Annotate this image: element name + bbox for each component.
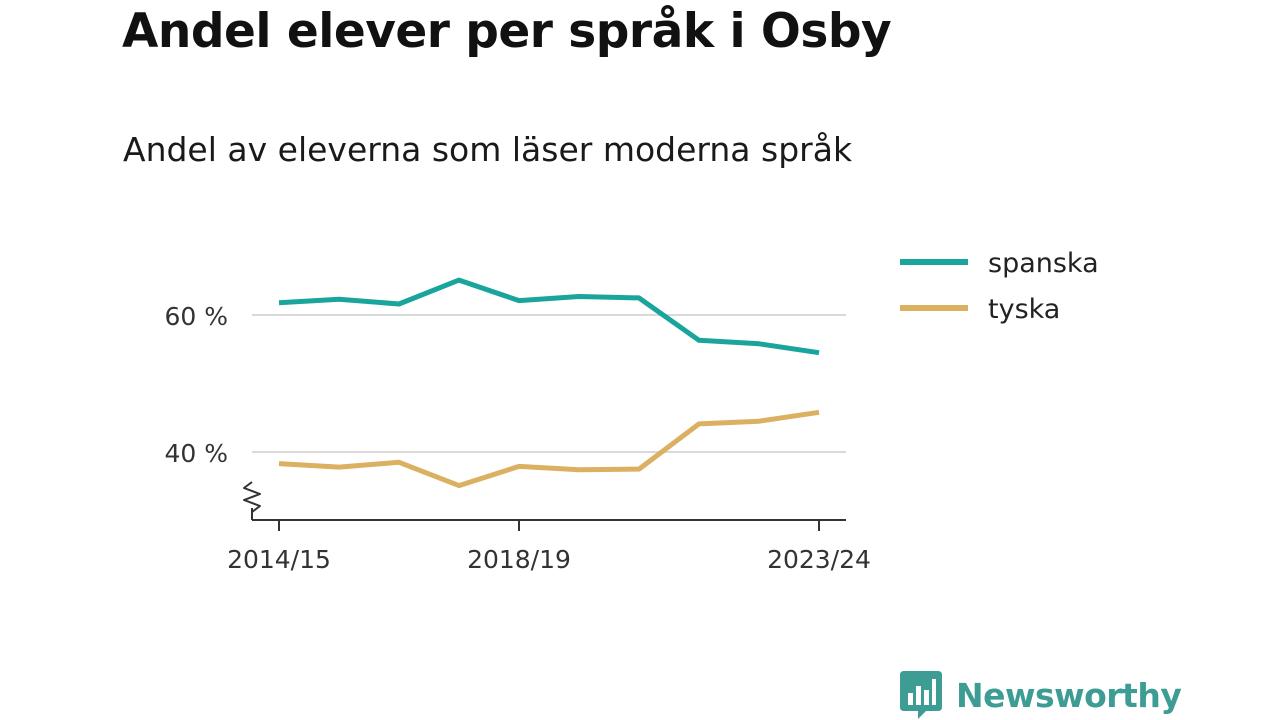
y-tick-label: 40 % bbox=[164, 439, 228, 468]
x-tick-label: 2023/24 bbox=[767, 545, 871, 574]
y-tick-label: 60 % bbox=[164, 302, 228, 331]
gridlines bbox=[252, 314, 846, 453]
x-tick-label: 2014/15 bbox=[227, 545, 331, 574]
newsworthy-logo: Newsworthy bbox=[900, 670, 1182, 720]
x-ticks: 2014/15 2018/19 2023/24 bbox=[227, 520, 871, 574]
y-axis-break-icon bbox=[243, 481, 261, 513]
series-line-tyska bbox=[278, 409, 820, 489]
axes bbox=[243, 481, 846, 521]
series-lines bbox=[278, 277, 820, 489]
series-line-spanska bbox=[278, 277, 820, 356]
bar-chart-speech-bubble-icon bbox=[900, 671, 942, 719]
chart-subtitle: Andel av eleverna som läser moderna språ… bbox=[123, 130, 853, 169]
legend-label-tyska: tyska bbox=[988, 294, 1060, 325]
legend: spanska tyska bbox=[900, 248, 1099, 325]
logo-text: Newsworthy bbox=[956, 675, 1182, 715]
x-tick-label: 2018/19 bbox=[467, 545, 571, 574]
y-tick-labels: 60 % 40 % bbox=[164, 302, 228, 468]
chart-title: Andel elever per språk i Osby bbox=[122, 4, 892, 59]
legend-label-spanska: spanska bbox=[988, 248, 1099, 279]
